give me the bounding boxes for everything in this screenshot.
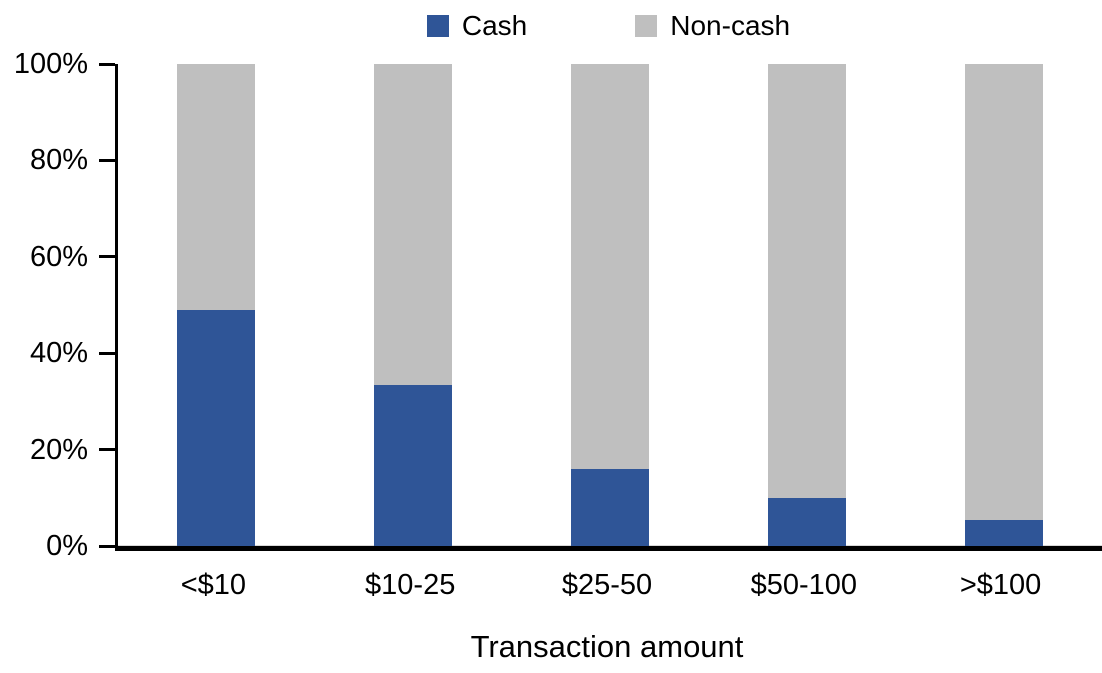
x-tick-label: >$100 [959, 569, 1042, 601]
bar-segment-non-cash [571, 64, 649, 469]
bar-segment-cash [571, 468, 649, 546]
bar-group [374, 64, 453, 546]
y-tick-label: 60% [29, 240, 88, 273]
legend: Cash Non-cash [115, 8, 1102, 44]
y-tick-mark [99, 448, 115, 452]
y-tick-label: 100% [13, 48, 88, 80]
legend-entry: Non-cash [635, 9, 790, 43]
bar-segment-non-cash [767, 64, 846, 498]
x-tick-label: $25-50 [561, 569, 653, 601]
y-tick-label: 20% [29, 433, 88, 466]
bar-segment-cash [767, 497, 846, 546]
y-tick-label: 0% [46, 530, 88, 562]
y-tick-mark [99, 62, 115, 66]
plot-area [99, 62, 1102, 551]
y-tick-mark [99, 255, 115, 259]
legend-entry: Cash [426, 9, 528, 43]
bar-segment-non-cash [177, 64, 256, 310]
legend-swatch-icon [426, 15, 449, 37]
bar-group [964, 64, 1043, 546]
x-axis-title: Transaction amount [470, 629, 744, 664]
x-tick-label: <$10 [180, 569, 247, 601]
bar-segment-cash [177, 309, 256, 546]
x-tick-label: $10-25 [365, 569, 456, 601]
bar-group [571, 64, 649, 546]
y-tick-label: 80% [29, 144, 88, 177]
y-tick-label: 40% [29, 337, 88, 370]
y-tick-mark [99, 544, 115, 548]
legend-label: Cash [461, 10, 528, 41]
bar-segment-cash [374, 384, 453, 546]
bar-segment-non-cash [964, 64, 1043, 520]
x-tick-label: $50-100 [750, 569, 858, 601]
y-tick-mark [99, 158, 115, 162]
bar-group [767, 64, 846, 546]
bar-segment-non-cash [374, 64, 453, 385]
legend-label: Non-cash [670, 10, 791, 41]
bar-segment-cash [964, 519, 1043, 546]
bar-group [177, 64, 256, 546]
legend-swatch-icon [635, 15, 658, 37]
y-tick-mark [99, 351, 115, 355]
